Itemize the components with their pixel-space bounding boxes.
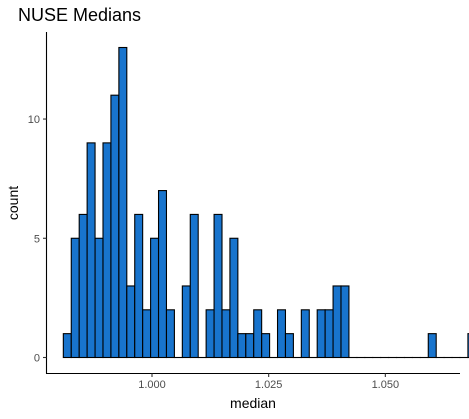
histogram-bar (205, 309, 215, 359)
histogram-bar (86, 142, 96, 359)
histogram-bar (62, 333, 72, 359)
histogram-bar (181, 285, 191, 359)
histogram-bar (157, 190, 168, 359)
y-ticks-group: 0 5 10 (28, 114, 47, 365)
histogram-bar (316, 309, 326, 359)
histogram-bar (245, 333, 255, 359)
histogram-bar (94, 237, 104, 359)
histogram-bar (165, 309, 175, 359)
bars-group (62, 46, 469, 359)
histogram-bar (229, 237, 239, 359)
histogram-bar (102, 142, 112, 359)
histogram-bar (427, 333, 437, 359)
histogram-bar (253, 309, 263, 359)
x-axis-title: median (230, 395, 276, 411)
y-axis-title: count (5, 186, 21, 220)
histogram-bar (150, 237, 160, 359)
histogram-bar (467, 333, 469, 359)
histogram-bar (118, 46, 128, 359)
histogram-bar (284, 333, 294, 359)
histogram-bar (237, 333, 247, 359)
x-tick-label: 1.000 (138, 379, 166, 391)
x-tick-label: 1.025 (255, 379, 283, 391)
histogram-bar (276, 309, 287, 359)
histogram-bar (70, 237, 80, 359)
histogram-bar (261, 333, 271, 359)
histogram-bar (324, 309, 334, 359)
histogram-bar (300, 309, 310, 359)
y-tick-label: 0 (34, 353, 40, 365)
histogram-bar (213, 213, 223, 359)
chart-title: NUSE Medians (18, 5, 141, 25)
histogram-bar (189, 213, 199, 359)
histogram-bar (332, 285, 342, 359)
histogram-bar (134, 213, 144, 359)
histogram-bar (78, 213, 88, 359)
histogram-bar (340, 285, 350, 359)
histogram-bar (110, 94, 120, 359)
histogram-bar (221, 309, 231, 359)
y-tick-label: 5 (34, 233, 40, 245)
x-tick-label: 1.050 (372, 379, 400, 391)
x-ticks-group: 1.000 1.025 1.050 (138, 373, 400, 391)
y-tick-label: 10 (28, 114, 40, 126)
histogram-bar (126, 285, 136, 359)
histogram-bar (142, 309, 152, 359)
